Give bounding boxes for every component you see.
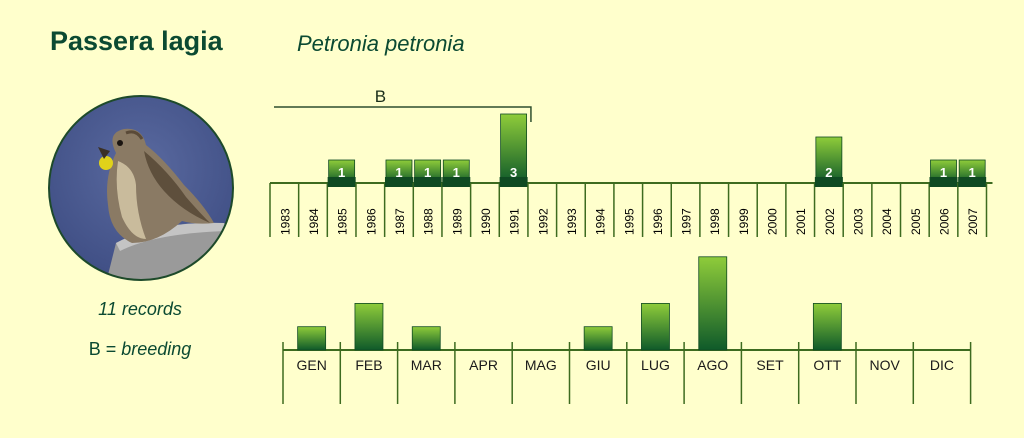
year-tick-label: 1991 — [508, 208, 522, 235]
year-tick-label: 1983 — [278, 208, 292, 235]
year-bar-data-label: 2 — [825, 165, 832, 180]
breeding-legend: B = breeding — [40, 339, 240, 360]
year-tick-label: 1993 — [565, 208, 579, 235]
month-bar — [583, 326, 613, 351]
year-tick-label: 2006 — [938, 208, 952, 235]
year-bar-base — [327, 177, 356, 187]
year-tick-label: 2003 — [852, 208, 866, 235]
year-bar — [500, 113, 528, 184]
year-bar-data-label: 1 — [969, 165, 976, 180]
month-tick-label: GIU — [586, 357, 611, 373]
year-bar-base — [958, 177, 987, 187]
year-bar-data-label: 1 — [395, 165, 402, 180]
bird-photo — [48, 95, 234, 281]
year-tick-label: 1999 — [737, 208, 751, 235]
year-tick-label: 2004 — [880, 208, 894, 235]
legend-key: B — [88, 339, 101, 359]
year-tick-label: 1996 — [651, 208, 665, 235]
year-tick-label: 2007 — [966, 208, 980, 235]
year-tick-label: 1998 — [708, 208, 722, 235]
year-bar-data-label: 1 — [338, 165, 345, 180]
monthly-chart: GEN FEB MAR APR MAG GIU LUG AGO SET OTT NOV DIC — [282, 256, 972, 404]
month-tick-label: SET — [756, 357, 784, 373]
month-tick-label: OTT — [813, 357, 841, 373]
month-tick-label: APR — [469, 357, 498, 373]
yearly-chart: 1983 1984 1985 1 1986 1987 1 1988 1 1989 1 1990 1991… — [269, 87, 993, 237]
year-tick-label: 2005 — [909, 208, 923, 235]
month-bar — [411, 326, 441, 351]
year-tick-label: 1989 — [450, 208, 464, 235]
month-tick-label: LUG — [641, 357, 670, 373]
year-bar-base — [384, 177, 413, 187]
month-bar — [641, 302, 670, 351]
year-tick-label: 2001 — [794, 208, 808, 235]
year-bar-data-label: 1 — [424, 165, 431, 180]
year-bar-base — [929, 177, 958, 187]
month-tick-label: MAR — [411, 357, 442, 373]
year-tick-label: 2000 — [766, 208, 780, 235]
month-tick-label: MAG — [525, 357, 557, 373]
year-tick-label: 1992 — [536, 208, 550, 235]
year-bar-data-label: 1 — [940, 165, 947, 180]
month-tick-label: FEB — [355, 357, 382, 373]
month-tick-label: AGO — [697, 357, 728, 373]
scientific-name: Petronia petronia — [297, 31, 465, 56]
month-tick-label: GEN — [296, 357, 326, 373]
year-bar-base — [499, 177, 528, 187]
year-tick-label: 1990 — [479, 208, 493, 235]
month-tick-label: NOV — [869, 357, 900, 373]
year-tick-label: 1994 — [594, 208, 608, 235]
year-tick-label: 1988 — [422, 208, 436, 235]
year-tick-label: 1985 — [336, 208, 350, 235]
legend-word: breeding — [121, 339, 192, 359]
year-tick-label: 2002 — [823, 208, 837, 235]
common-name-title: Passera lagia — [50, 26, 223, 56]
month-bar — [297, 326, 327, 351]
year-bar-base — [413, 177, 442, 187]
year-bar-data-label: 1 — [453, 165, 460, 180]
breeding-bracket — [274, 106, 532, 122]
year-tick-label: 1995 — [622, 208, 636, 235]
year-bar-base — [814, 177, 843, 187]
year-tick-label: 1997 — [680, 208, 694, 235]
year-bar-data-label: 3 — [510, 165, 517, 180]
legend-equals: = — [100, 339, 122, 359]
year-bar — [815, 136, 843, 184]
year-bar-base — [442, 177, 471, 187]
year-tick-label: 1987 — [393, 208, 407, 235]
month-bar — [812, 302, 842, 351]
year-tick-label: 1986 — [364, 208, 378, 235]
records-count: 11 records — [98, 299, 182, 319]
month-bar — [354, 302, 384, 351]
breeding-bracket-label: B — [375, 87, 386, 106]
month-tick-label: DIC — [930, 357, 954, 373]
month-bar — [698, 256, 728, 351]
year-tick-label: 1984 — [307, 208, 321, 235]
